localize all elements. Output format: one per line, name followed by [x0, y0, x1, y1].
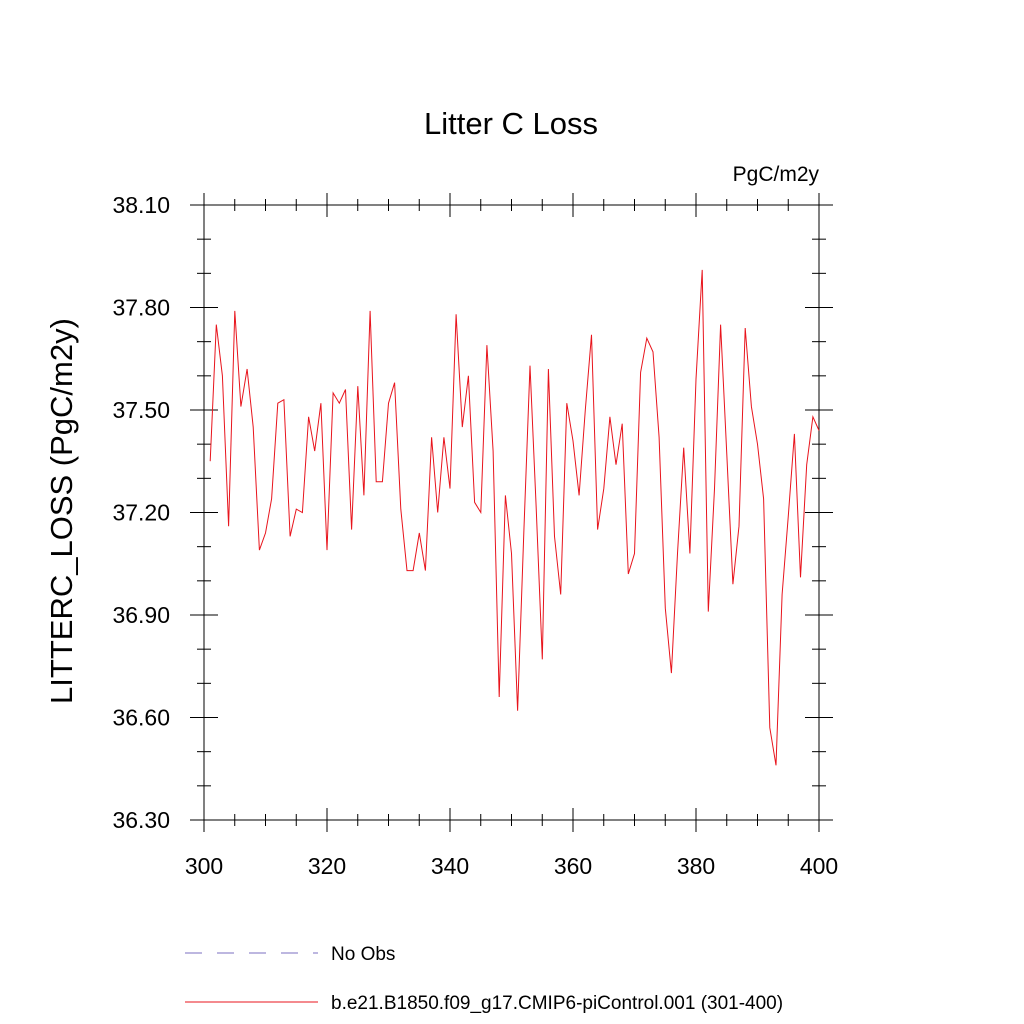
y-tick-label: 37.80: [112, 295, 170, 321]
y-tick-label: 36.90: [112, 602, 170, 628]
x-tick-label: 300: [185, 853, 223, 879]
y-tick-label: 36.60: [112, 705, 170, 731]
legend-label-model: b.e21.B1850.f09_g17.CMIP6-piControl.001 …: [331, 993, 783, 1014]
y-tick-label: 37.20: [112, 500, 170, 526]
y-tick-label: 38.10: [112, 192, 170, 218]
y-tick-label: 36.30: [112, 807, 170, 833]
axes: [203, 204, 820, 821]
chart-title: Litter C Loss: [424, 106, 598, 141]
y-tick-label: 37.50: [112, 397, 170, 423]
series-layer: [209, 269, 820, 766]
series-line-model: [209, 269, 820, 766]
plot-frame: [203, 204, 820, 821]
y-axis-label: LITTERC_LOSS (PgC/m2y): [44, 318, 79, 704]
x-tick-label: 360: [554, 853, 592, 879]
legend-label-obs: No Obs: [331, 944, 395, 965]
x-tick-label: 340: [431, 853, 469, 879]
legend: No Obs b.e21.B1850.f09_g17.CMIP6-piContr…: [185, 944, 783, 1014]
x-tick-label: 380: [677, 853, 715, 879]
x-tick-label: 320: [308, 853, 346, 879]
x-tick-label: 400: [800, 853, 838, 879]
ticks: 300 320 340 360 380 400 36.30 36.60 36.90 37.20 37…: [112, 192, 838, 879]
units-label: PgC/m2y: [733, 163, 820, 186]
